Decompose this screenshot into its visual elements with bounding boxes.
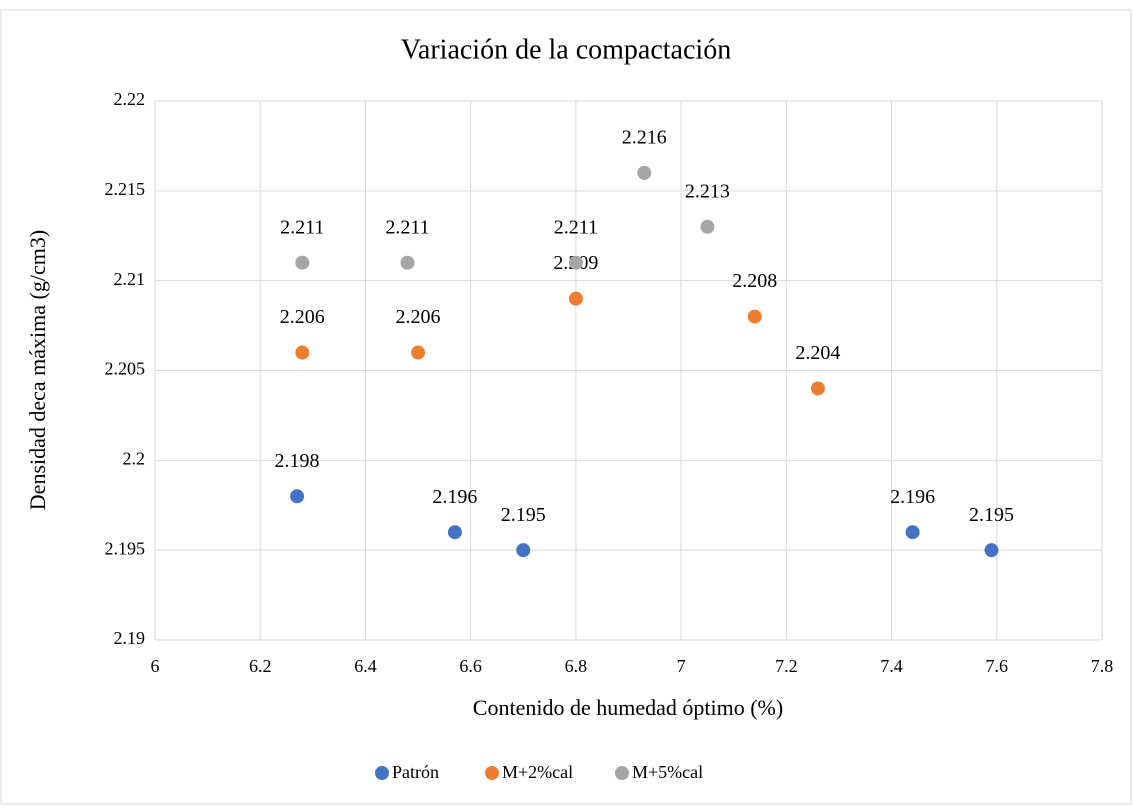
x-tick-label: 7.6 xyxy=(986,656,1009,676)
point xyxy=(700,219,715,234)
y-tick-label: 2.21 xyxy=(114,269,146,289)
chart-title: Variación de la compactación xyxy=(401,34,731,65)
data-label: 2.206 xyxy=(396,306,441,328)
data-label: 2.216 xyxy=(622,126,667,148)
legend-label: Patrón xyxy=(392,762,439,782)
x-tick-label: 6.4 xyxy=(354,656,377,676)
point xyxy=(516,543,531,558)
point xyxy=(637,165,652,180)
legend-marker xyxy=(615,766,629,780)
legend-marker xyxy=(375,766,389,780)
x-tick-label: 6 xyxy=(151,656,160,676)
point xyxy=(290,489,305,504)
point xyxy=(295,255,310,270)
data-label: 2.198 xyxy=(275,450,320,472)
x-tick-label: 7 xyxy=(677,656,686,676)
x-tick-label: 7.4 xyxy=(880,656,903,676)
y-tick-label: 2.2 xyxy=(123,448,146,468)
point xyxy=(400,255,415,270)
chart-border xyxy=(0,9,1132,805)
x-tick-label: 7.2 xyxy=(775,656,798,676)
point xyxy=(984,543,999,558)
data-label: 2.195 xyxy=(969,504,1014,526)
legend-label: M+5%cal xyxy=(632,762,703,782)
point xyxy=(568,291,583,306)
point xyxy=(411,345,426,360)
x-tick-label: 6.6 xyxy=(459,656,482,676)
point xyxy=(810,381,825,396)
x-tick-label: 7.8 xyxy=(1091,656,1114,676)
data-label: 2.213 xyxy=(685,180,730,202)
data-label: 2.211 xyxy=(280,216,324,238)
point xyxy=(747,309,762,324)
data-label: 2.196 xyxy=(890,486,935,508)
data-label: 2.195 xyxy=(501,504,546,526)
data-label: 2.196 xyxy=(432,486,477,508)
data-label: 2.211 xyxy=(385,216,429,238)
x-tick-label: 6.8 xyxy=(565,656,588,676)
y-tick-label: 2.19 xyxy=(114,628,146,648)
data-label: 2.208 xyxy=(732,270,777,292)
data-label: 2.204 xyxy=(795,342,840,364)
y-tick-label: 2.195 xyxy=(105,538,146,558)
data-label: 2.211 xyxy=(554,216,598,238)
data-label: 2.206 xyxy=(280,306,325,328)
y-tick-label: 2.215 xyxy=(105,179,146,199)
y-axis-title: Densidad deca máxima (g/cm3) xyxy=(25,230,50,510)
x-axis-title: Contenido de humedad óptimo (%) xyxy=(473,695,783,720)
legend-marker xyxy=(485,766,499,780)
point xyxy=(447,525,462,540)
x-tick-label: 6.2 xyxy=(249,656,272,676)
y-tick-label: 2.205 xyxy=(105,359,146,379)
point xyxy=(295,345,310,360)
point xyxy=(568,255,583,270)
point xyxy=(905,525,920,540)
y-tick-label: 2.22 xyxy=(114,89,146,109)
legend-label: M+2%cal xyxy=(502,762,573,782)
